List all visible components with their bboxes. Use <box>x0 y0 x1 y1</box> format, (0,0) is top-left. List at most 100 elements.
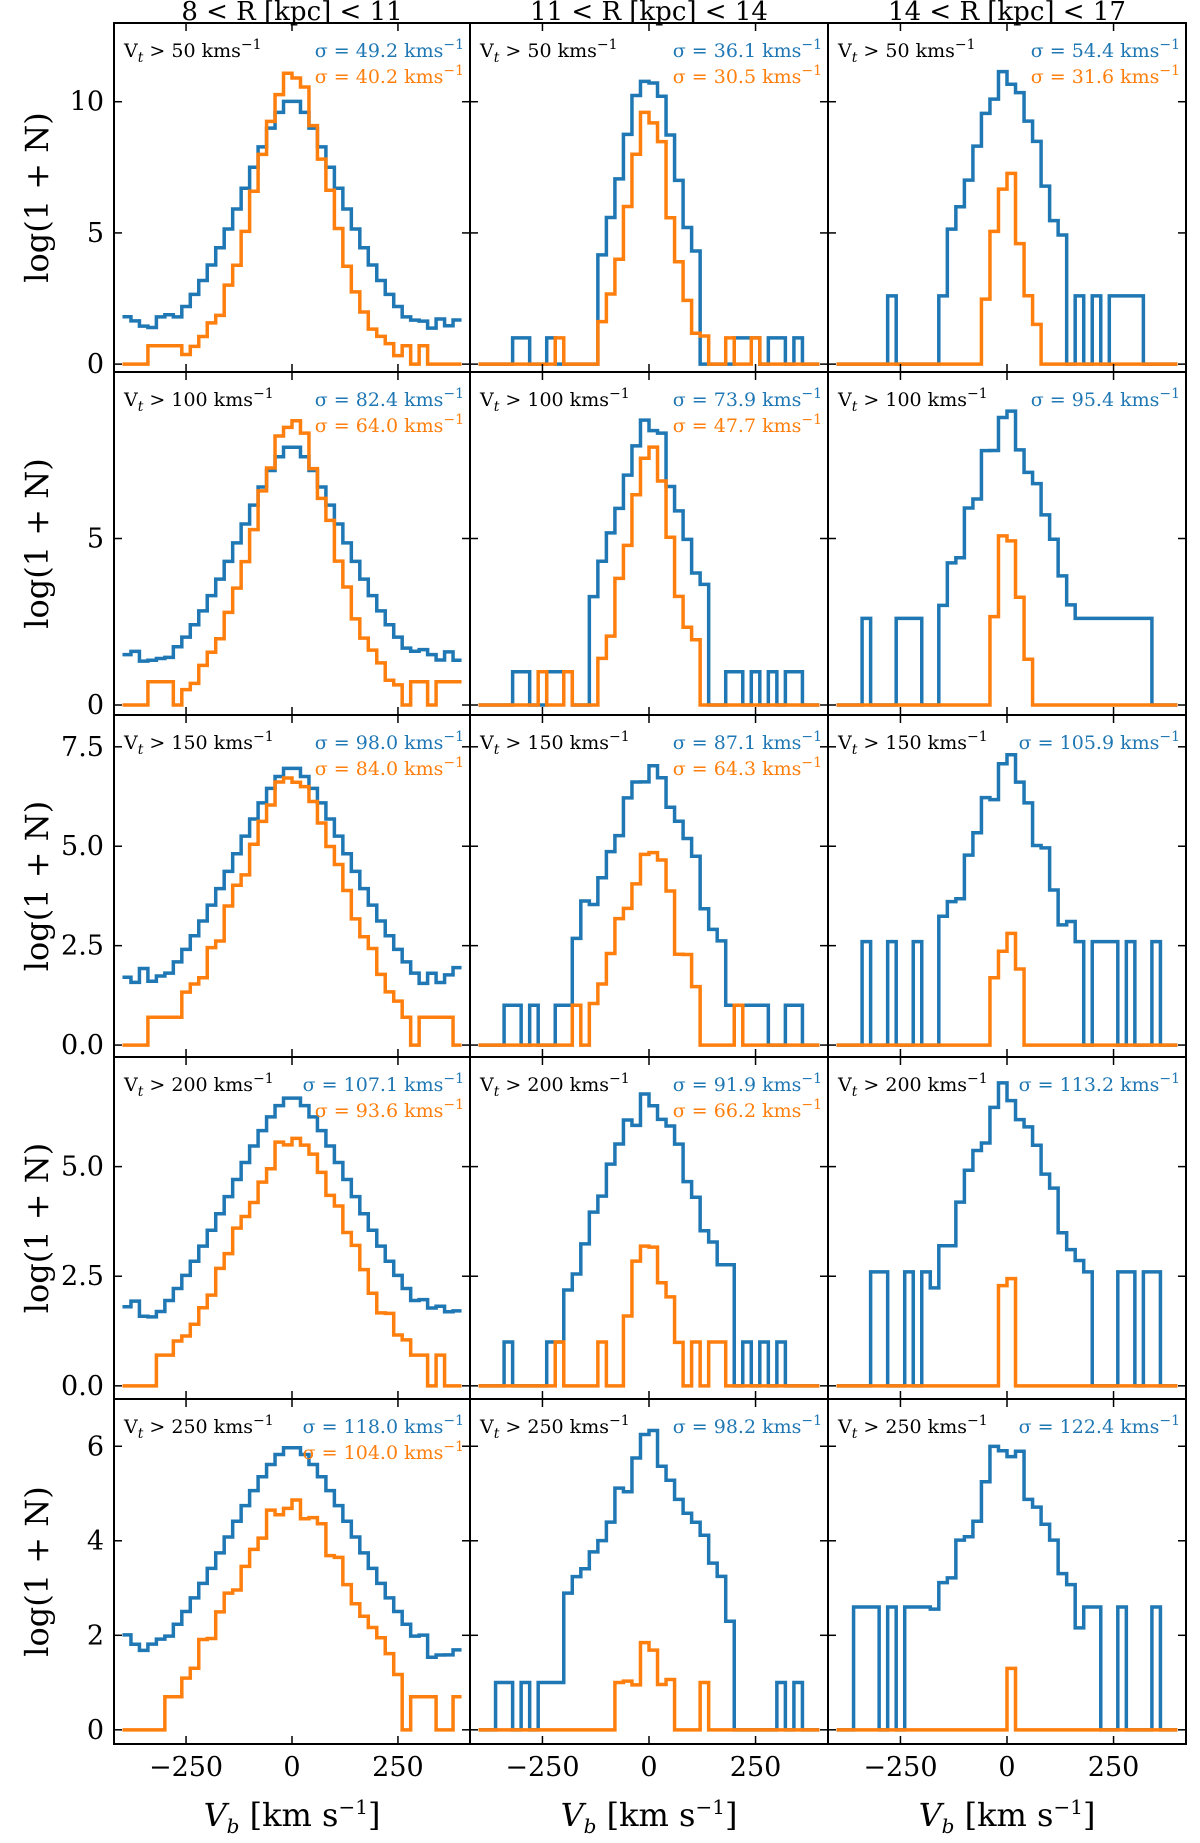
y-tick-label: 2.5 <box>61 1261 104 1292</box>
panel-frame <box>827 714 1187 1058</box>
histogram-subset <box>836 931 1178 1047</box>
sigma-all-label: σ = 36.1 kms−1 <box>673 37 822 62</box>
sigma-all-label: σ = 87.1 kms−1 <box>673 729 822 754</box>
velocity-cut-label: Vt > 250 kms−1 <box>479 1413 630 1442</box>
sigma-all-label: σ = 118.0 kms−1 <box>303 1413 464 1438</box>
histogram-subset <box>122 1498 462 1732</box>
sigma-all-label: σ = 95.4 kms−1 <box>1031 386 1180 411</box>
y-axis-label: log(1 + N) <box>18 112 56 282</box>
velocity-cut-label: Vt > 200 kms−1 <box>837 1071 988 1100</box>
x-tick-label: −250 <box>149 1752 223 1783</box>
panel-frame <box>469 1398 829 1745</box>
velocity-cut-label: Vt > 50 kms−1 <box>837 37 976 66</box>
velocity-cut-label: Vt > 150 kms−1 <box>479 729 630 758</box>
x-tick-label: 250 <box>372 1752 424 1783</box>
x-axis-label: Vb [km s−1] <box>204 1795 381 1838</box>
histogram-all <box>122 1445 462 1659</box>
x-tick-label: 0 <box>283 1752 300 1783</box>
y-tick-label: 5.0 <box>61 1152 104 1183</box>
histogram-subset <box>122 418 462 707</box>
y-tick-label: 0.0 <box>61 1030 104 1061</box>
histogram-subset <box>478 850 820 1047</box>
x-tick-label: 250 <box>1088 1752 1140 1783</box>
sigma-subset-label: σ = 84.0 kms−1 <box>315 755 464 780</box>
y-tick-label: 7.5 <box>61 732 104 763</box>
sigma-subset-label: σ = 47.7 kms−1 <box>673 412 822 437</box>
histogram-subset <box>478 1640 820 1732</box>
histogram-subset <box>478 110 820 366</box>
velocity-cut-label: Vt > 50 kms−1 <box>123 37 262 66</box>
y-tick-label: 2.5 <box>61 931 104 962</box>
sigma-all-label: σ = 98.2 kms−1 <box>673 1413 822 1438</box>
y-tick-label: 0.0 <box>61 1371 104 1402</box>
y-axis-label: log(1 + N) <box>18 1486 56 1656</box>
velocity-cut-label: Vt > 200 kms−1 <box>123 1071 274 1100</box>
histogram-subset <box>478 445 820 707</box>
x-tick-label: 0 <box>640 1752 657 1783</box>
histogram-all <box>836 753 1178 1047</box>
y-tick-label: 0 <box>87 1715 104 1746</box>
histogram-all <box>478 763 820 1047</box>
histogram-all <box>478 1092 820 1388</box>
sigma-all-label: σ = 122.4 kms−1 <box>1019 1413 1180 1438</box>
sigma-subset-label: σ = 64.3 kms−1 <box>673 755 822 780</box>
sigma-subset-label: σ = 93.6 kms−1 <box>315 1097 464 1122</box>
histogram-all <box>122 99 462 330</box>
y-axis-label: log(1 + N) <box>18 801 56 971</box>
sigma-subset-label: σ = 66.2 kms−1 <box>673 1097 822 1122</box>
y-tick-label: 4 <box>87 1526 104 1557</box>
sigma-subset-label: σ = 64.0 kms−1 <box>315 412 464 437</box>
x-tick-label: 250 <box>730 1752 782 1783</box>
velocity-cut-label: Vt > 100 kms−1 <box>123 386 274 415</box>
y-tick-label: 5 <box>87 524 104 555</box>
y-tick-label: 0 <box>87 690 104 721</box>
sigma-subset-label: σ = 104.0 kms−1 <box>303 1439 464 1464</box>
y-tick-label: 2 <box>87 1620 104 1651</box>
x-tick-label: −250 <box>505 1752 579 1783</box>
sigma-subset-label: σ = 30.5 kms−1 <box>673 63 822 88</box>
velocity-cut-label: Vt > 250 kms−1 <box>123 1413 274 1442</box>
sigma-subset-label: σ = 40.2 kms−1 <box>315 63 464 88</box>
histogram-subset <box>836 171 1178 366</box>
velocity-cut-label: Vt > 200 kms−1 <box>479 1071 630 1100</box>
histogram-all <box>122 445 462 663</box>
histogram-all <box>836 69 1178 366</box>
sigma-all-label: σ = 107.1 kms−1 <box>303 1071 464 1096</box>
sigma-all-label: σ = 73.9 kms−1 <box>673 386 822 411</box>
velocity-cut-label: Vt > 250 kms−1 <box>837 1413 988 1442</box>
x-axis-label: Vb [km s−1] <box>561 1795 738 1838</box>
histogram-subset <box>122 71 462 366</box>
sigma-all-label: σ = 98.0 kms−1 <box>315 729 464 754</box>
histogram-all <box>836 409 1178 707</box>
histogram-all <box>122 766 462 986</box>
y-tick-label: 5.0 <box>61 831 104 862</box>
y-tick-label: 6 <box>87 1431 104 1462</box>
velocity-cut-label: Vt > 150 kms−1 <box>837 729 988 758</box>
y-axis-label: log(1 + N) <box>18 458 56 628</box>
y-tick-label: 5 <box>87 218 104 249</box>
sigma-all-label: σ = 105.9 kms−1 <box>1019 729 1180 754</box>
y-tick-label: 0 <box>87 349 104 380</box>
panel-frame <box>827 371 1187 716</box>
histogram-subset <box>836 1666 1178 1732</box>
sigma-all-label: σ = 49.2 kms−1 <box>315 37 464 62</box>
histogram-subset <box>122 776 462 1047</box>
sigma-all-label: σ = 113.2 kms−1 <box>1019 1071 1180 1096</box>
velocity-cut-label: Vt > 100 kms−1 <box>837 386 988 415</box>
sigma-subset-label: σ = 31.6 kms−1 <box>1031 63 1180 88</box>
histogram-all <box>122 1096 462 1319</box>
x-tick-label: 0 <box>998 1752 1015 1783</box>
panel-frame <box>827 1056 1187 1400</box>
velocity-cut-label: Vt > 100 kms−1 <box>479 386 630 415</box>
sigma-all-label: σ = 82.4 kms−1 <box>315 386 464 411</box>
x-tick-label: −250 <box>863 1752 937 1783</box>
histogram-subset <box>478 1244 820 1388</box>
histogram-all <box>836 1081 1178 1388</box>
y-axis-label: log(1 + N) <box>18 1143 56 1313</box>
y-tick-label: 10 <box>70 87 104 118</box>
histogram-all <box>478 418 820 707</box>
histogram-all <box>478 1428 820 1732</box>
histogram-subset <box>122 1136 462 1388</box>
histogram-subset <box>836 1276 1178 1388</box>
